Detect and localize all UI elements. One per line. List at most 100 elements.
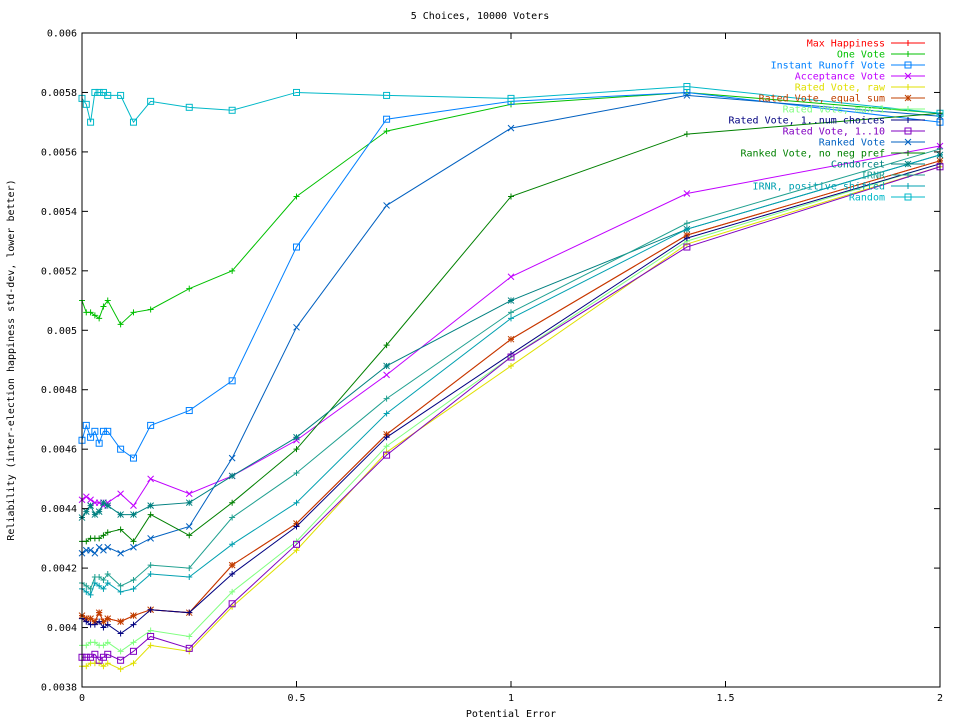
legend-label: Max Happiness xyxy=(807,39,885,50)
data-point-plus xyxy=(293,469,300,476)
data-point-plus xyxy=(229,571,236,578)
data-point-x xyxy=(228,454,236,462)
data-point-star xyxy=(104,615,112,622)
data-point-plus xyxy=(87,591,94,598)
series-line xyxy=(81,86,941,124)
legend-label: Rated Vote, 1..num choices xyxy=(728,116,885,127)
data-point-square xyxy=(683,243,691,251)
data-point-square xyxy=(82,100,90,108)
data-point-x xyxy=(904,138,912,146)
series-irnr xyxy=(79,145,943,592)
data-point-square xyxy=(507,94,515,102)
data-point-plus xyxy=(186,285,193,292)
y-tick-label: 0.0054 xyxy=(41,207,77,218)
data-point-x xyxy=(91,549,99,557)
data-point-plus xyxy=(130,576,137,583)
data-point-square xyxy=(228,106,236,114)
legend-label: One Vote xyxy=(837,50,885,61)
data-point-plus xyxy=(186,565,193,572)
data-point-plus xyxy=(130,621,137,628)
data-point-plus xyxy=(130,660,137,667)
data-point-x xyxy=(87,496,94,504)
data-point-square xyxy=(507,353,515,361)
data-point-star xyxy=(95,609,103,617)
data-point-x xyxy=(904,72,912,80)
x-tick-label: 1.5 xyxy=(716,693,734,704)
data-point-plus xyxy=(117,648,124,655)
data-point-x xyxy=(683,92,691,99)
data-point-plus xyxy=(83,538,90,545)
data-point-star xyxy=(104,502,112,510)
data-point-plus xyxy=(100,663,107,670)
data-point-plus xyxy=(905,51,911,57)
data-point-plus xyxy=(383,434,390,441)
data-point-star xyxy=(117,511,124,518)
legend-label: IRNR xyxy=(861,171,886,182)
data-point-plus xyxy=(229,541,236,548)
legend-label: Rated Vote, equal sum xyxy=(759,94,885,105)
y-tick-label: 0.005 xyxy=(47,326,77,337)
data-point-star xyxy=(383,362,390,370)
data-point-plus xyxy=(104,529,111,536)
data-point-square xyxy=(129,647,137,655)
legend-label: Ranked Vote, no neg pref xyxy=(741,149,886,160)
series-random xyxy=(78,83,944,126)
data-point-square xyxy=(117,445,125,453)
data-point-star xyxy=(507,335,515,343)
data-point-plus xyxy=(683,131,690,138)
data-point-plus xyxy=(383,342,390,349)
x-tick-label: 0 xyxy=(79,693,85,704)
data-point-star xyxy=(117,618,124,625)
data-point-plus xyxy=(508,309,514,316)
data-point-plus xyxy=(117,588,124,595)
y-tick-label: 0.0038 xyxy=(41,683,77,694)
data-point-plus xyxy=(905,150,911,156)
data-point-star xyxy=(904,160,912,168)
data-point-plus xyxy=(104,579,111,586)
data-point-square xyxy=(129,118,137,126)
data-point-plus xyxy=(117,666,124,673)
data-point-square xyxy=(904,61,912,69)
data-point-plus xyxy=(100,303,107,310)
data-point-plus xyxy=(96,535,103,542)
data-point-star xyxy=(293,433,300,441)
data-point-square xyxy=(904,127,912,135)
data-point-x xyxy=(82,493,90,501)
data-point-square xyxy=(147,421,155,429)
data-point-plus xyxy=(905,40,911,46)
data-point-plus xyxy=(96,582,103,589)
chart-title: 5 Choices, 10000 Voters xyxy=(411,11,549,22)
data-point-plus xyxy=(905,172,911,178)
y-tick-label: 0.0052 xyxy=(41,266,77,277)
data-point-plus xyxy=(293,523,300,530)
data-point-square xyxy=(95,439,103,447)
data-point-star xyxy=(147,502,154,510)
data-point-square xyxy=(129,454,137,462)
data-point-square xyxy=(104,650,112,658)
data-point-square xyxy=(87,433,95,441)
series-irnr-positive-shifted xyxy=(79,151,943,598)
data-point-square xyxy=(117,91,125,99)
x-tick-label: 1 xyxy=(508,693,514,704)
data-point-plus xyxy=(130,639,137,646)
series-layer xyxy=(78,83,944,673)
data-point-plus xyxy=(100,624,107,631)
data-point-plus xyxy=(83,618,90,625)
data-point-star xyxy=(91,511,99,518)
data-point-x xyxy=(293,323,300,331)
legend-label: Ranked Vote xyxy=(819,138,885,149)
data-point-star xyxy=(185,499,193,507)
data-point-x xyxy=(185,490,193,498)
data-point-x xyxy=(100,546,107,554)
data-point-star xyxy=(100,499,107,507)
data-point-x xyxy=(383,371,390,379)
data-point-square xyxy=(147,632,155,640)
data-point-plus xyxy=(117,630,124,637)
legend-label: Rated Vote, max=1 xyxy=(783,105,885,116)
data-point-plus xyxy=(96,315,103,322)
data-point-plus xyxy=(100,576,107,583)
data-point-square xyxy=(104,91,112,99)
data-point-star xyxy=(100,618,107,625)
